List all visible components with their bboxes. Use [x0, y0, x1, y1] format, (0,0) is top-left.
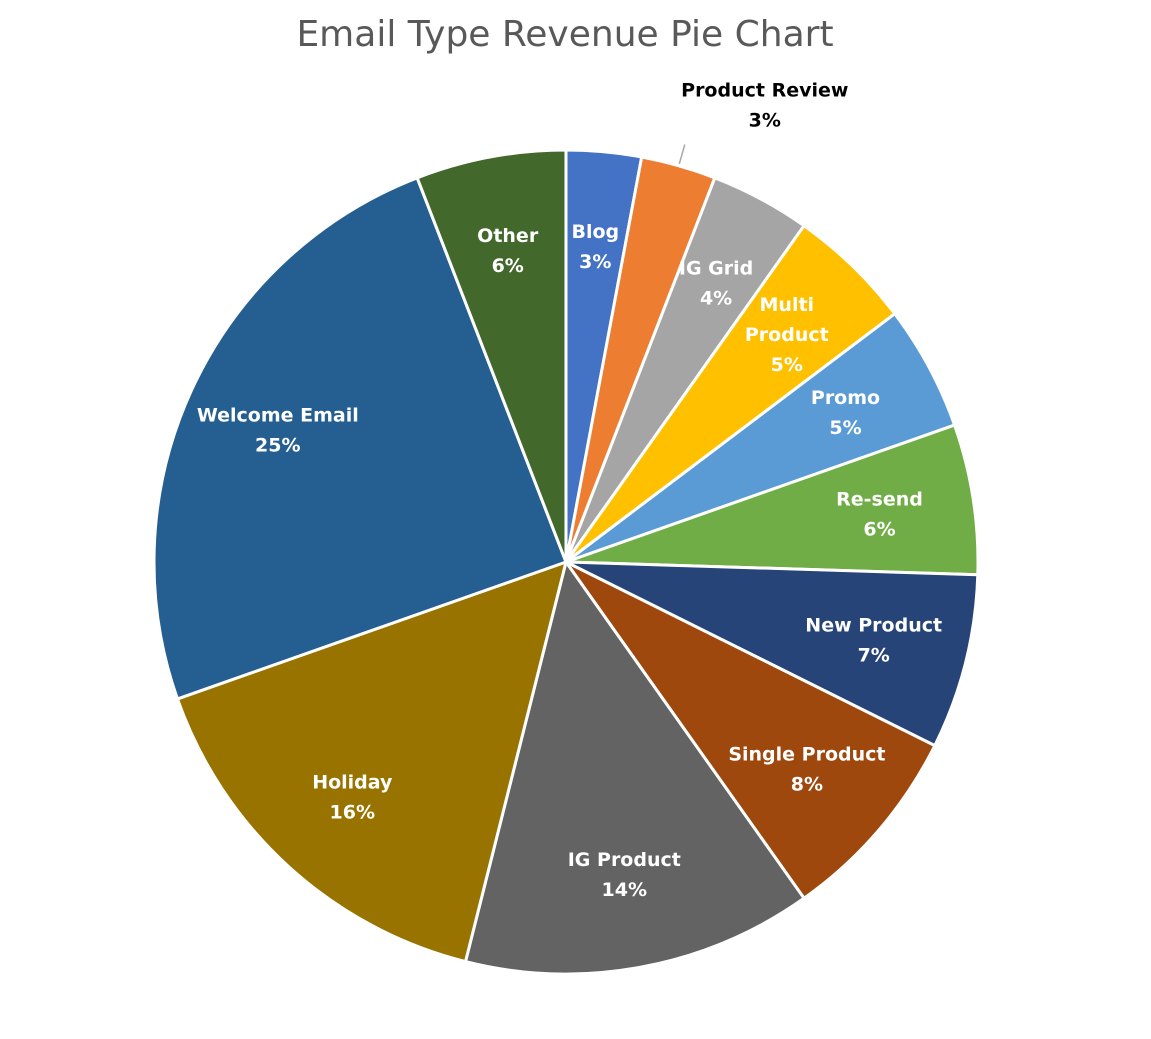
slice-label-blog: Blog 3% — [571, 221, 619, 273]
slice-label-welcome-email: Welcome Email 25% — [197, 404, 359, 456]
chart-title: Email Type Revenue Pie Chart — [296, 14, 834, 55]
pie-slice-ig-product — [464, 560, 806, 976]
slice-name: Holiday — [312, 771, 393, 793]
slice-percent: 3% — [749, 110, 781, 132]
slice-percent: 5% — [771, 354, 803, 376]
leader-lines — [678, 144, 686, 165]
slice-label-other: Other 6% — [477, 225, 539, 277]
slice-name: IG Product — [568, 849, 681, 871]
slice-percent: 14% — [602, 879, 647, 901]
slice-label-ig-grid: IG Grid 4% — [679, 258, 753, 310]
slice-percent: 8% — [791, 773, 823, 795]
slice-label-single-product: Single Product 8% — [728, 743, 885, 795]
slice-name: Blog — [571, 221, 619, 243]
pie-slice-single-product — [564, 560, 937, 900]
slice-label-new-product: New Product 7% — [805, 614, 942, 666]
slice-percent: 3% — [579, 251, 611, 273]
slice-label-multi-product: Multi Product 5% — [745, 294, 829, 376]
pie-slice-welcome-email — [152, 176, 568, 701]
pie-slices — [152, 148, 980, 976]
slice-percent: 6% — [863, 518, 895, 540]
slice-label-re-send: Re-send 6% — [836, 488, 923, 540]
slice-percent: 4% — [700, 288, 732, 310]
slice-percent: 16% — [330, 801, 375, 823]
slice-name: Product Review — [681, 80, 848, 102]
slice-name: Multi — [760, 294, 815, 316]
slice-name: Re-send — [836, 488, 923, 510]
pie-slice-re-send — [564, 423, 980, 577]
slice-percent: 25% — [255, 434, 300, 456]
slice-name: Welcome Email — [197, 404, 359, 426]
slice-name: Promo — [811, 387, 880, 409]
slice-name: Product — [745, 324, 829, 346]
slice-labels: Blog 3% Product Review 3% IG Grid 4% Multi Prod… — [197, 80, 942, 901]
slice-name: IG Grid — [679, 258, 753, 280]
pie-slice-holiday — [175, 560, 568, 964]
slice-label-holiday: Holiday 16% — [312, 771, 393, 823]
slice-percent: 7% — [858, 644, 890, 666]
slice-name: Other — [477, 225, 539, 247]
slice-name: Single Product — [728, 743, 885, 765]
slice-label-ig-product: IG Product 14% — [568, 849, 681, 901]
pie-slice-other — [415, 148, 568, 564]
slice-label-promo: Promo 5% — [811, 387, 880, 439]
slice-label-product-review: Product Review 3% — [681, 80, 848, 132]
leader-line-product-review — [678, 144, 686, 165]
pie-slice-new-product — [564, 560, 980, 748]
slice-percent: 6% — [492, 255, 524, 277]
slice-name: New Product — [805, 614, 942, 636]
slice-percent: 5% — [829, 417, 861, 439]
